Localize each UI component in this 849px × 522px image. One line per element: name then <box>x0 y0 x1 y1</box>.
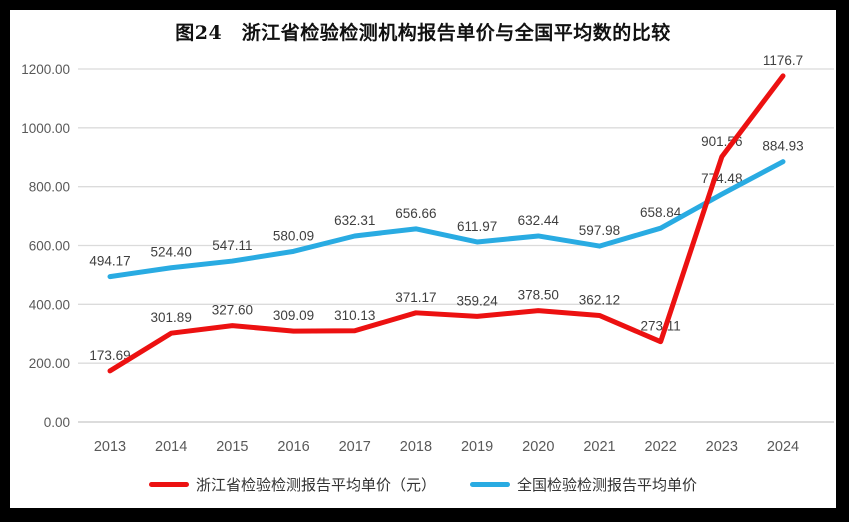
chart-svg: 0.00 200.00 400.00 600.00 800.00 1000.00 1200.… <box>21 53 834 455</box>
data-label-zhejiang: 1176.7 <box>763 53 803 68</box>
data-label-national: 547.11 <box>212 238 252 253</box>
data-label-national: 884.93 <box>762 139 803 154</box>
data-label-zhejiang: 362.12 <box>579 292 620 307</box>
data-label-national: 597.98 <box>579 223 620 238</box>
x-tick-label: 2013 <box>94 439 126 455</box>
x-tick-label: 2014 <box>155 439 187 455</box>
y-tick-label: 600.00 <box>29 239 70 254</box>
chart-frame: 0.00 200.00 400.00 600.00 800.00 1000.00 1200.… <box>10 10 836 508</box>
data-label-national: 611.97 <box>457 219 497 234</box>
legend-item-national: 全国检验检测报告平均单价 <box>470 474 697 495</box>
legend-label-national: 全国检验检测报告平均单价 <box>517 477 698 494</box>
y-tick-label: 1200.00 <box>21 62 70 77</box>
data-label-zhejiang: 273.11 <box>640 319 680 334</box>
data-label-national: 494.17 <box>89 254 130 269</box>
x-tick-label: 2019 <box>461 439 493 455</box>
data-label-zhejiang: 309.09 <box>273 308 314 323</box>
data-label-zhejiang: 359.24 <box>456 293 498 308</box>
data-label-zhejiang: 301.89 <box>151 310 192 325</box>
y-tick-label: 800.00 <box>29 180 70 195</box>
data-label-national: 632.44 <box>518 213 560 228</box>
y-tick-label: 1000.00 <box>21 121 70 136</box>
x-tick-label: 2015 <box>216 439 248 455</box>
y-tick-label: 400.00 <box>29 297 70 312</box>
data-label-national: 632.31 <box>334 213 375 228</box>
x-tick-label: 2021 <box>583 439 615 455</box>
legend-swatch-zhejiang-line <box>148 482 189 487</box>
legend-label-zhejiang: 浙江省检验检测报告平均单价（元） <box>195 477 436 494</box>
data-label-national: 658.84 <box>640 205 682 220</box>
chart-title: 图24 浙江省检验检测机构报告单价与全国平均数的比较 <box>175 22 671 44</box>
legend-item-zhejiang: 浙江省检验检测报告平均单价（元） <box>148 474 436 495</box>
data-label-zhejiang: 173.69 <box>89 348 130 363</box>
x-tick-label: 2017 <box>339 439 371 455</box>
x-tick-label: 2020 <box>522 439 554 455</box>
series-line-national <box>107 159 786 280</box>
y-tick-label: 0.00 <box>44 415 70 430</box>
data-label-national: 524.40 <box>151 245 192 260</box>
data-label-zhejiang: 327.60 <box>212 303 253 318</box>
x-tick-label: 2018 <box>400 439 432 455</box>
data-label-national: 656.66 <box>395 206 436 221</box>
y-tick-label: 200.00 <box>29 356 70 371</box>
x-tick-label: 2022 <box>645 439 677 455</box>
x-tick-label: 2016 <box>277 439 309 455</box>
data-label-zhejiang: 310.13 <box>334 308 375 323</box>
x-tick-label: 2024 <box>767 439 799 455</box>
series-line-zhejiang <box>107 73 786 374</box>
data-label-zhejiang: 371.17 <box>395 290 436 305</box>
data-label-national: 580.09 <box>273 228 314 243</box>
chart-legend: 浙江省检验检测报告平均单价（元） 全国检验检测报告平均单价 <box>10 474 836 495</box>
data-label-zhejiang: 378.50 <box>518 288 559 303</box>
x-tick-label: 2023 <box>706 439 738 455</box>
legend-swatch-national-line <box>470 482 510 487</box>
